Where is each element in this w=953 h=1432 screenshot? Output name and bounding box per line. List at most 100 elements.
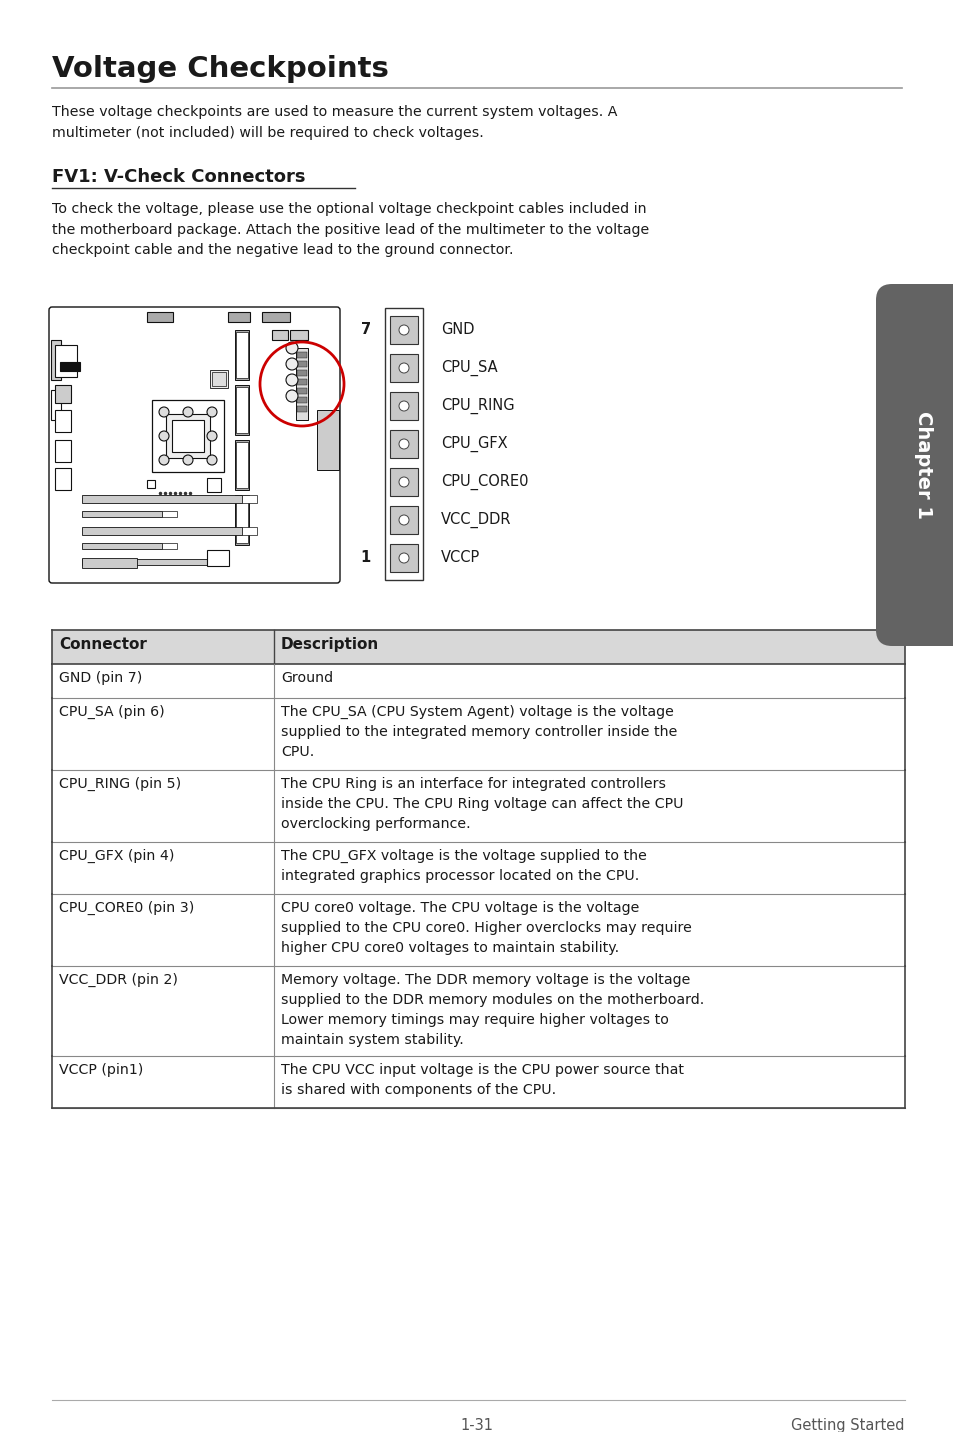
Circle shape (398, 362, 409, 372)
Bar (295, 348, 308, 420)
Circle shape (398, 325, 409, 335)
Circle shape (159, 455, 169, 465)
Bar (207, 478, 221, 493)
Bar (212, 372, 226, 387)
Bar (385, 308, 422, 580)
Bar (296, 361, 307, 367)
Bar (296, 379, 307, 385)
Bar (296, 369, 307, 377)
Bar (272, 329, 288, 339)
Bar (55, 468, 71, 490)
Bar (296, 407, 307, 412)
Bar (55, 440, 71, 463)
Text: CPU_SA (pin 6): CPU_SA (pin 6) (59, 705, 165, 719)
Bar (147, 480, 154, 488)
Text: These voltage checkpoints are used to measure the current system voltages. A
mul: These voltage checkpoints are used to me… (52, 105, 617, 139)
FancyBboxPatch shape (875, 284, 953, 646)
Bar (55, 410, 71, 432)
Circle shape (159, 407, 169, 417)
Circle shape (183, 455, 193, 465)
Bar (235, 387, 248, 432)
Text: To check the voltage, please use the optional voltage checkpoint cables included: To check the voltage, please use the opt… (52, 202, 649, 258)
Circle shape (207, 407, 216, 417)
Bar (242, 527, 256, 536)
Text: Chapter 1: Chapter 1 (914, 411, 933, 518)
Text: GND (pin 7): GND (pin 7) (59, 672, 142, 684)
Bar (390, 392, 417, 420)
Bar (52, 630, 904, 664)
Text: Getting Started: Getting Started (791, 1418, 904, 1432)
Bar (147, 312, 172, 322)
Bar (390, 430, 417, 458)
Text: VCCP: VCCP (440, 550, 479, 566)
Bar (235, 497, 248, 543)
Bar (228, 312, 250, 322)
Bar (390, 544, 417, 571)
Bar (235, 332, 248, 378)
Bar (290, 329, 308, 339)
Bar (390, 316, 417, 344)
Circle shape (286, 342, 297, 354)
Text: Description: Description (281, 637, 379, 652)
Text: Memory voltage. The DDR memory voltage is the voltage
supplied to the DDR memory: Memory voltage. The DDR memory voltage i… (281, 972, 703, 1047)
Bar (82, 558, 137, 569)
Bar (55, 385, 71, 402)
Circle shape (183, 407, 193, 417)
Bar (162, 543, 177, 548)
Circle shape (398, 477, 409, 487)
Bar (296, 352, 307, 358)
Text: 1-31: 1-31 (460, 1418, 493, 1432)
Bar (235, 442, 248, 488)
Text: CPU_SA: CPU_SA (440, 359, 497, 377)
Bar (234, 329, 249, 379)
Text: Connector: Connector (59, 637, 147, 652)
Bar (82, 495, 242, 503)
Text: CPU_RING (pin 5): CPU_RING (pin 5) (59, 778, 181, 790)
Bar (390, 354, 417, 382)
Bar (166, 414, 210, 458)
Bar (390, 468, 417, 495)
Text: The CPU_SA (CPU System Agent) voltage is the voltage
supplied to the integrated : The CPU_SA (CPU System Agent) voltage is… (281, 705, 677, 759)
Circle shape (159, 431, 169, 441)
Text: VCC_DDR (pin 2): VCC_DDR (pin 2) (59, 972, 177, 987)
Bar (316, 410, 338, 470)
Circle shape (207, 431, 216, 441)
Bar (82, 527, 242, 536)
Text: The CPU VCC input voltage is the CPU power source that
is shared with components: The CPU VCC input voltage is the CPU pow… (281, 1063, 683, 1097)
Circle shape (286, 390, 297, 402)
Text: FV1: V-Check Connectors: FV1: V-Check Connectors (52, 168, 305, 186)
Circle shape (398, 516, 409, 526)
Bar (210, 369, 228, 388)
Text: VCC_DDR: VCC_DDR (440, 511, 511, 528)
Text: CPU_GFX: CPU_GFX (440, 435, 507, 453)
Bar (60, 362, 80, 371)
Text: Ground: Ground (281, 672, 333, 684)
Circle shape (398, 401, 409, 411)
Bar (82, 543, 162, 548)
Bar (82, 511, 162, 517)
Text: GND: GND (440, 322, 474, 338)
Circle shape (398, 553, 409, 563)
Bar (51, 339, 61, 379)
Bar (82, 558, 212, 566)
Text: The CPU Ring is an interface for integrated controllers
inside the CPU. The CPU : The CPU Ring is an interface for integra… (281, 778, 682, 831)
Text: CPU core0 voltage. The CPU voltage is the voltage
supplied to the CPU core0. Hig: CPU core0 voltage. The CPU voltage is th… (281, 901, 691, 955)
Bar (55, 345, 77, 377)
Bar (234, 495, 249, 546)
FancyBboxPatch shape (49, 306, 339, 583)
Bar (212, 558, 227, 566)
Text: CPU_RING: CPU_RING (440, 398, 514, 414)
Bar (296, 388, 307, 394)
Bar (296, 397, 307, 402)
Text: CPU_GFX (pin 4): CPU_GFX (pin 4) (59, 849, 174, 863)
Bar (162, 511, 177, 517)
Circle shape (207, 455, 216, 465)
Bar (234, 385, 249, 435)
Text: Voltage Checkpoints: Voltage Checkpoints (52, 54, 389, 83)
Circle shape (286, 358, 297, 369)
Text: VCCP (pin1): VCCP (pin1) (59, 1063, 143, 1077)
Bar (390, 505, 417, 534)
Bar (262, 312, 290, 322)
Text: 1: 1 (360, 550, 371, 566)
Text: The CPU_GFX voltage is the voltage supplied to the
integrated graphics processor: The CPU_GFX voltage is the voltage suppl… (281, 849, 646, 884)
